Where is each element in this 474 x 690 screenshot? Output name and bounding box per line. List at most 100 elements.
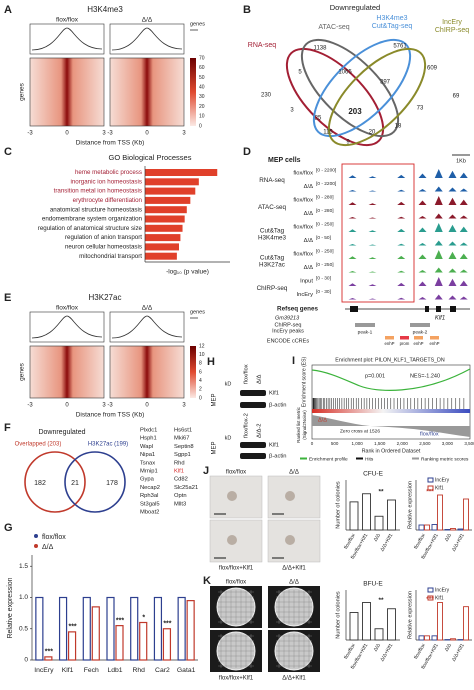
bar [162, 628, 172, 661]
legend-label: IncEry [435, 477, 450, 483]
go-term: heme metabolic process [75, 169, 142, 176]
x-tick-label: 3 [102, 403, 106, 409]
track-name: ChIRP-seq [257, 285, 288, 292]
track-range: [0 - 30] [316, 275, 331, 281]
y-label: Relative expression [7, 577, 14, 638]
bar [431, 635, 438, 641]
group-label: flox/flox [226, 470, 246, 476]
venn-count: 3 [290, 108, 294, 114]
y-label: Relative expression [407, 481, 413, 529]
group-label: Δ/Δ [142, 305, 153, 312]
exon [436, 306, 441, 312]
venn-count: 115 [323, 130, 333, 136]
set-label: IncEry [442, 19, 462, 26]
bar [145, 187, 196, 195]
peaks-label: ChIRP-seq [275, 322, 302, 328]
go-term: regulation of anion transport [65, 234, 142, 241]
x-tick-label: Gata1 [177, 667, 196, 674]
legend-label: flox/flox [42, 534, 66, 541]
ccre-name: enhP [413, 341, 423, 346]
bar [58, 596, 68, 661]
row-label: genes [19, 362, 26, 380]
bar [431, 524, 438, 531]
panel-title: Downregulated [330, 3, 380, 12]
bar [91, 606, 100, 661]
go-term: neuron cellular homeostasis [65, 244, 142, 251]
x-label: Distance from TSS (Kb) [76, 412, 145, 419]
unit-label: kD [225, 381, 232, 387]
panel-label: F [4, 422, 11, 434]
row-label: genes [19, 82, 26, 100]
colony [227, 535, 237, 545]
gene-name: Slc25a21 [174, 485, 198, 491]
colorbar-label: 30 [199, 94, 205, 100]
bar [424, 635, 430, 641]
track-genotype: Δ/Δ [304, 265, 313, 271]
zero-cross: Zero cross at 1526 [340, 428, 380, 434]
gene-name: Nipa1 [140, 452, 155, 458]
ccre [400, 336, 409, 340]
group-label: Δ/Δ [142, 17, 153, 24]
enrichment-curve [311, 368, 471, 391]
group-label: Δ/Δ+Klf1 [282, 566, 306, 572]
track-name: H3K27ac [259, 262, 285, 269]
bar [177, 596, 186, 661]
x-tick-label: Fech [84, 667, 99, 674]
bar [437, 494, 443, 531]
profile-box [109, 23, 185, 55]
panel-label: A [4, 4, 12, 16]
x-tick-label: -3 [107, 131, 113, 137]
x-tick-label: 1,500 [374, 441, 386, 446]
track-signal [345, 240, 470, 246]
panel-label: H [207, 356, 215, 368]
track-name: RNA-seq [259, 177, 285, 184]
significance: *** [68, 624, 76, 631]
key-label: genes [190, 309, 205, 315]
bar [457, 528, 464, 531]
blot-band [240, 402, 266, 408]
gene-name: Mboat2 [140, 510, 159, 516]
track-range: [0 - 250] [316, 262, 334, 268]
assay-title: CFU-E [363, 471, 384, 478]
bar [418, 524, 425, 531]
gene-name: Septin8 [174, 444, 194, 450]
colorbar-label: 0 [199, 395, 202, 401]
track-signal [345, 294, 470, 300]
track-name: ATAC-seq [258, 204, 287, 211]
group-label: flox/flox+Klf1 [219, 566, 254, 572]
x-tick-label: Δ/Δ [373, 532, 383, 543]
track-genotype: Δ/Δ [304, 184, 313, 190]
panel-label: B [243, 4, 251, 16]
bar [387, 499, 396, 531]
group-label: Δ/Δ [289, 580, 299, 586]
track-genotype: flox/flox [293, 252, 313, 258]
plot-frame [311, 364, 471, 440]
colorbar-label: 8 [199, 361, 202, 367]
refseq-label: Refseq genes [277, 306, 318, 313]
scale-label: 1Kb [456, 158, 466, 164]
bar [418, 635, 425, 641]
bar [444, 529, 451, 531]
profile-curve [31, 27, 103, 51]
panel-title: H3K4me3 [87, 5, 123, 14]
y-tick-label: 1.0 [19, 594, 28, 601]
venn-count: 73 [417, 106, 424, 112]
heatmap [109, 57, 185, 127]
x-tick-label: Klf1 [62, 667, 74, 674]
track-signal [345, 186, 470, 192]
y-label: Number of colonies [335, 481, 341, 529]
bar [450, 638, 456, 641]
venn-set [300, 38, 400, 138]
set-label: ATAC-seq [318, 24, 349, 31]
y-tick-label: 0 [24, 657, 28, 664]
gene-name: Mllt3 [174, 501, 186, 507]
venn-count: 21 [71, 480, 79, 487]
bar [437, 602, 443, 641]
venn-count: 18 [395, 124, 402, 130]
legend-label: Klf1 [435, 485, 444, 491]
gene-name: Wapl [140, 444, 153, 450]
venn-count: 609 [427, 66, 438, 72]
band-label: β-actin [269, 403, 287, 409]
bar [145, 215, 185, 223]
colorbar-label: 40 [199, 84, 205, 90]
